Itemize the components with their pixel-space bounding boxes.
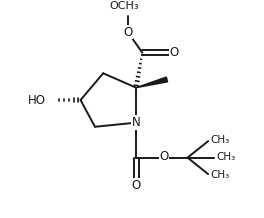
Text: O: O xyxy=(123,26,133,39)
Text: O: O xyxy=(159,150,168,163)
Text: O: O xyxy=(169,46,179,59)
Text: CH₃: CH₃ xyxy=(210,135,229,145)
Text: O: O xyxy=(131,179,141,192)
Text: N: N xyxy=(132,116,140,129)
Text: CH₃: CH₃ xyxy=(210,170,229,180)
Text: HO: HO xyxy=(27,94,46,107)
Text: OCH₃: OCH₃ xyxy=(109,0,139,10)
Text: CH₃: CH₃ xyxy=(216,152,235,162)
Polygon shape xyxy=(136,77,168,88)
